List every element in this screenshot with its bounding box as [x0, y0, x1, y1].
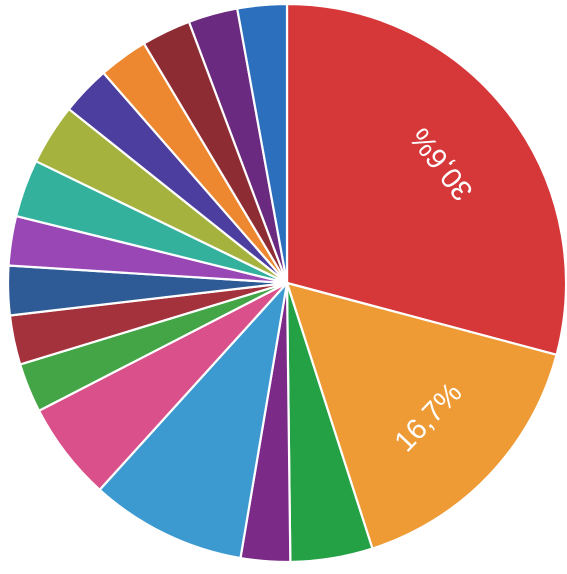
pie-slice-1: [285, 2, 567, 356]
pie-slice-17: [236, 2, 289, 285]
pie-slice-5: [98, 281, 289, 560]
pie-slice-2: [285, 281, 558, 550]
